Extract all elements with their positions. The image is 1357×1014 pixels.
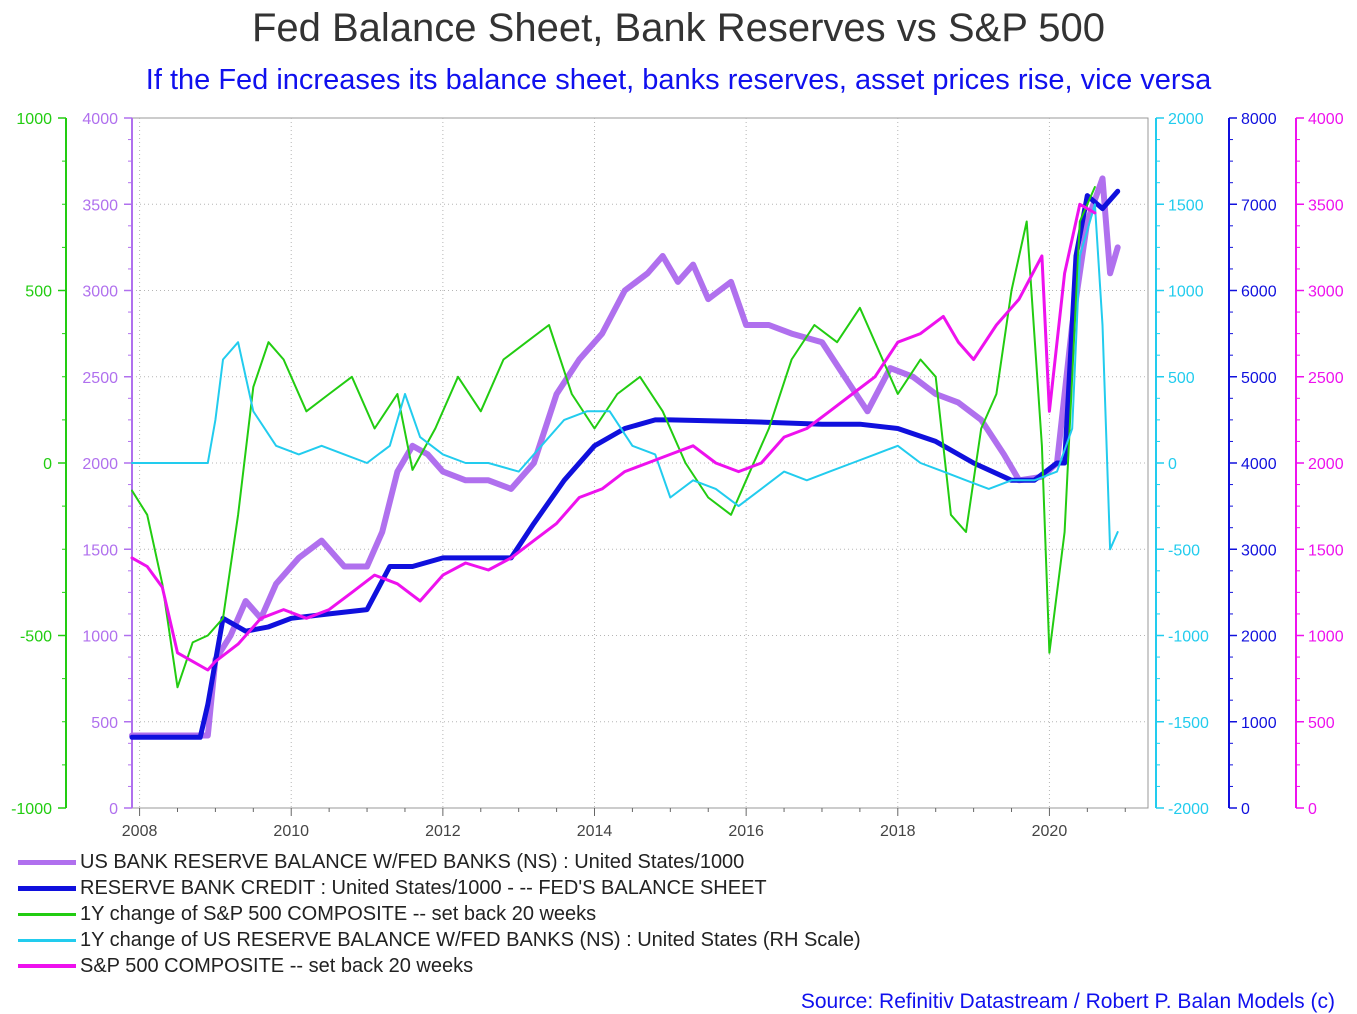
legend-label: US BANK RESERVE BALANCE W/FED BANKS (NS)… bbox=[80, 851, 745, 874]
legend-swatch-magenta bbox=[18, 964, 76, 969]
y-tick-label-violet: 2000 bbox=[82, 456, 118, 473]
y-tick-label-cyan: 0 bbox=[1168, 456, 1177, 473]
source-credit: Source: Refinitiv Datastream / Robert P.… bbox=[800, 990, 1335, 1013]
y-tick-label-violet: 3000 bbox=[82, 284, 118, 301]
x-tick-label: 2008 bbox=[122, 823, 158, 840]
legend: US BANK RESERVE BALANCE W/FED BANKS (NS)… bbox=[18, 850, 861, 979]
series-line-cyan bbox=[131, 203, 1119, 551]
y-tick-label-blue: 0 bbox=[1241, 801, 1250, 818]
y-tick-label-blue: 1000 bbox=[1241, 715, 1277, 732]
y-tick-label-magenta: 2000 bbox=[1308, 456, 1344, 473]
y-tick-label-green: -500 bbox=[20, 629, 52, 646]
legend-label: S&P 500 COMPOSITE -- set back 20 weeks bbox=[80, 954, 474, 977]
x-tick-label: 2012 bbox=[425, 823, 461, 840]
legend-swatch-cyan bbox=[18, 938, 76, 942]
y-tick-label-violet: 1500 bbox=[82, 542, 118, 559]
x-tick-label: 2020 bbox=[1032, 823, 1068, 840]
y-tick-label-cyan: -500 bbox=[1168, 542, 1200, 559]
y-tick-label-magenta: 2500 bbox=[1308, 370, 1344, 387]
y-tick-label-cyan: -1500 bbox=[1168, 715, 1209, 732]
chart-subtitle: If the Fed increases its balance sheet, … bbox=[145, 64, 1212, 96]
y-tick-label-green: 0 bbox=[43, 456, 52, 473]
x-tick-label: 2014 bbox=[577, 823, 613, 840]
y-tick-label-violet: 4000 bbox=[82, 111, 118, 128]
legend-item: 1Y change of US RESERVE BALANCE W/FED BA… bbox=[18, 927, 861, 953]
y-tick-label-cyan: 2000 bbox=[1168, 111, 1204, 128]
y-tick-label-violet: 500 bbox=[91, 715, 118, 732]
series-line-blue bbox=[129, 188, 1121, 740]
y-tick-label-blue: 6000 bbox=[1241, 284, 1277, 301]
x-tick-label: 2016 bbox=[728, 823, 764, 840]
chart-canvas: 2008 2010 2012 2014 2016 2018 2020 -1000 -500 0 50… bbox=[11, 111, 1344, 840]
y-tick-label-blue: 2000 bbox=[1241, 629, 1277, 646]
legend-swatch-violet bbox=[18, 860, 76, 866]
chart-title: Fed Balance Sheet, Bank Reserves vs S&P … bbox=[251, 6, 1106, 50]
y-tick-label-magenta: 3000 bbox=[1308, 284, 1344, 301]
legend-label: RESERVE BANK CREDIT : United States/1000… bbox=[80, 877, 767, 900]
y-tick-label-magenta: 500 bbox=[1308, 715, 1335, 732]
y-tick-label-blue: 5000 bbox=[1241, 370, 1277, 387]
series-line-violet bbox=[129, 175, 1121, 739]
series-line-magenta bbox=[130, 202, 1097, 672]
y-tick-label-blue: 8000 bbox=[1241, 111, 1277, 128]
y-tick-label-magenta: 4000 bbox=[1308, 111, 1344, 128]
x-tick-label: 2018 bbox=[880, 823, 916, 840]
y-tick-label-violet: 2500 bbox=[82, 370, 118, 387]
y-tick-label-green: 500 bbox=[25, 284, 52, 301]
y-tick-label-magenta: 3500 bbox=[1308, 197, 1344, 214]
y-tick-label-violet: 3500 bbox=[82, 197, 118, 214]
legend-item: S&P 500 COMPOSITE -- set back 20 weeks bbox=[18, 953, 861, 979]
legend-swatch-green bbox=[18, 912, 76, 916]
y-tick-label-blue: 7000 bbox=[1241, 197, 1277, 214]
legend-swatch-blue bbox=[18, 886, 76, 892]
y-tick-label-violet: 0 bbox=[109, 801, 118, 818]
legend-item: RESERVE BANK CREDIT : United States/1000… bbox=[18, 876, 861, 902]
legend-label: 1Y change of US RESERVE BALANCE W/FED BA… bbox=[80, 928, 861, 951]
y-tick-label-green: 1000 bbox=[16, 111, 52, 128]
x-tick-label: 2010 bbox=[273, 823, 309, 840]
y-tick-label-violet: 1000 bbox=[82, 629, 118, 646]
y-tick-label-cyan: -1000 bbox=[1168, 629, 1209, 646]
y-tick-label-cyan: -2000 bbox=[1168, 801, 1209, 818]
legend-item: 1Y change of S&P 500 COMPOSITE -- set ba… bbox=[18, 902, 861, 928]
y-tick-label-cyan: 1500 bbox=[1168, 197, 1204, 214]
y-tick-label-blue: 3000 bbox=[1241, 542, 1277, 559]
y-tick-label-cyan: 1000 bbox=[1168, 284, 1204, 301]
series-line-green bbox=[131, 186, 1096, 689]
legend-item: US BANK RESERVE BALANCE W/FED BANKS (NS)… bbox=[18, 850, 861, 876]
y-tick-label-green: -1000 bbox=[11, 801, 52, 818]
y-tick-label-cyan: 500 bbox=[1168, 370, 1195, 387]
y-tick-label-blue: 4000 bbox=[1241, 456, 1277, 473]
y-tick-label-magenta: 1000 bbox=[1308, 629, 1344, 646]
y-tick-label-magenta: 1500 bbox=[1308, 542, 1344, 559]
legend-label: 1Y change of S&P 500 COMPOSITE -- set ba… bbox=[80, 902, 597, 925]
y-tick-label-magenta: 0 bbox=[1308, 801, 1317, 818]
